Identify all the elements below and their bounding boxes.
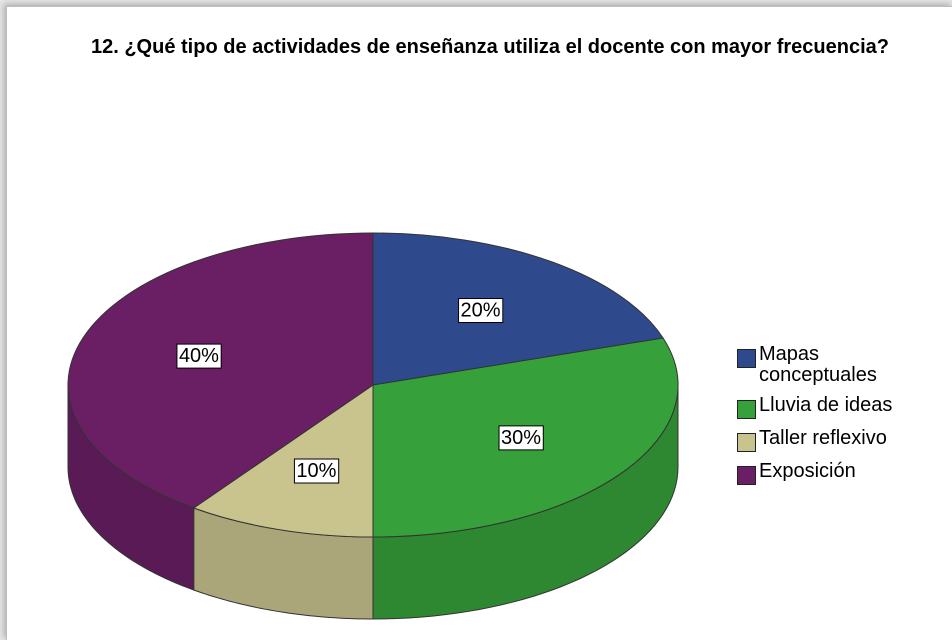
value-label: 10% [293, 458, 340, 484]
slice [372, 232, 664, 386]
value-label: 30% [498, 425, 544, 451]
slice [192, 384, 374, 538]
value-label: 40% [176, 343, 222, 369]
legend-swatch [737, 349, 756, 368]
legend-label: Mapas conceptuales [759, 343, 877, 386]
legend-label: Taller reflexivo [759, 427, 887, 449]
value-label-box [176, 343, 222, 369]
legend-label: Exposición [759, 460, 856, 482]
legend-label: Lluvia de ideas [759, 394, 893, 416]
legend-item: Taller reflexivo [737, 428, 937, 452]
chart-title: 12. ¿Qué tipo de actividades de enseñanz… [90, 36, 890, 58]
value-label: 20% [458, 297, 504, 323]
legend-item: Lluvia de ideas [737, 395, 937, 419]
value-label-text: 40% [179, 345, 219, 367]
value-label-box [458, 297, 504, 323]
legend-item: Mapas conceptuales [737, 344, 937, 386]
value-label-text: 20% [461, 299, 501, 321]
legend-swatch [737, 400, 756, 419]
legend-swatch [737, 433, 756, 452]
legend: Mapas conceptuales Lluvia de ideas Taller … [737, 344, 937, 494]
slice [67, 232, 374, 509]
value-label-text: 10% [296, 460, 336, 482]
value-label-box [293, 458, 340, 484]
value-label-box [498, 425, 544, 451]
value-label-text: 30% [501, 427, 541, 449]
legend-swatch [737, 466, 756, 485]
legend-item: Exposición [737, 461, 937, 485]
